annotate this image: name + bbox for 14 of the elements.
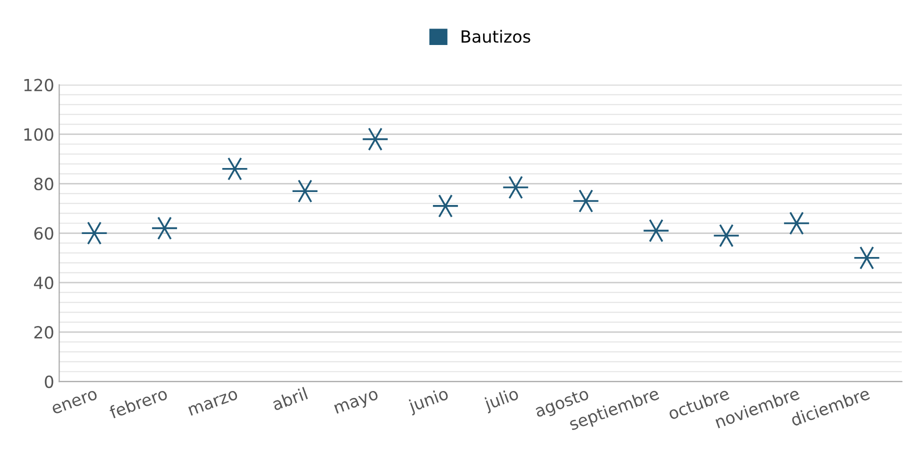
y-tick-label: 80: [34, 178, 54, 190]
y-tick-label: 0: [44, 375, 54, 388]
x-tick-label: febrero: [108, 386, 168, 419]
y-tick-label: 40: [34, 276, 54, 290]
x-tick-label: mayo: [334, 390, 380, 417]
y-tick-label: 100: [24, 128, 54, 141]
y-tick-label: 20: [34, 326, 54, 339]
y-tick-label: 120: [24, 78, 54, 92]
x-tick-label: marzo: [188, 390, 238, 416]
x-tick-label: junio: [407, 386, 450, 416]
x-tick-label: abril: [271, 386, 308, 411]
x-tick-label: enero: [51, 390, 98, 415]
x-tick-label: julio: [482, 386, 520, 414]
y-tick-label: 60: [34, 227, 54, 240]
